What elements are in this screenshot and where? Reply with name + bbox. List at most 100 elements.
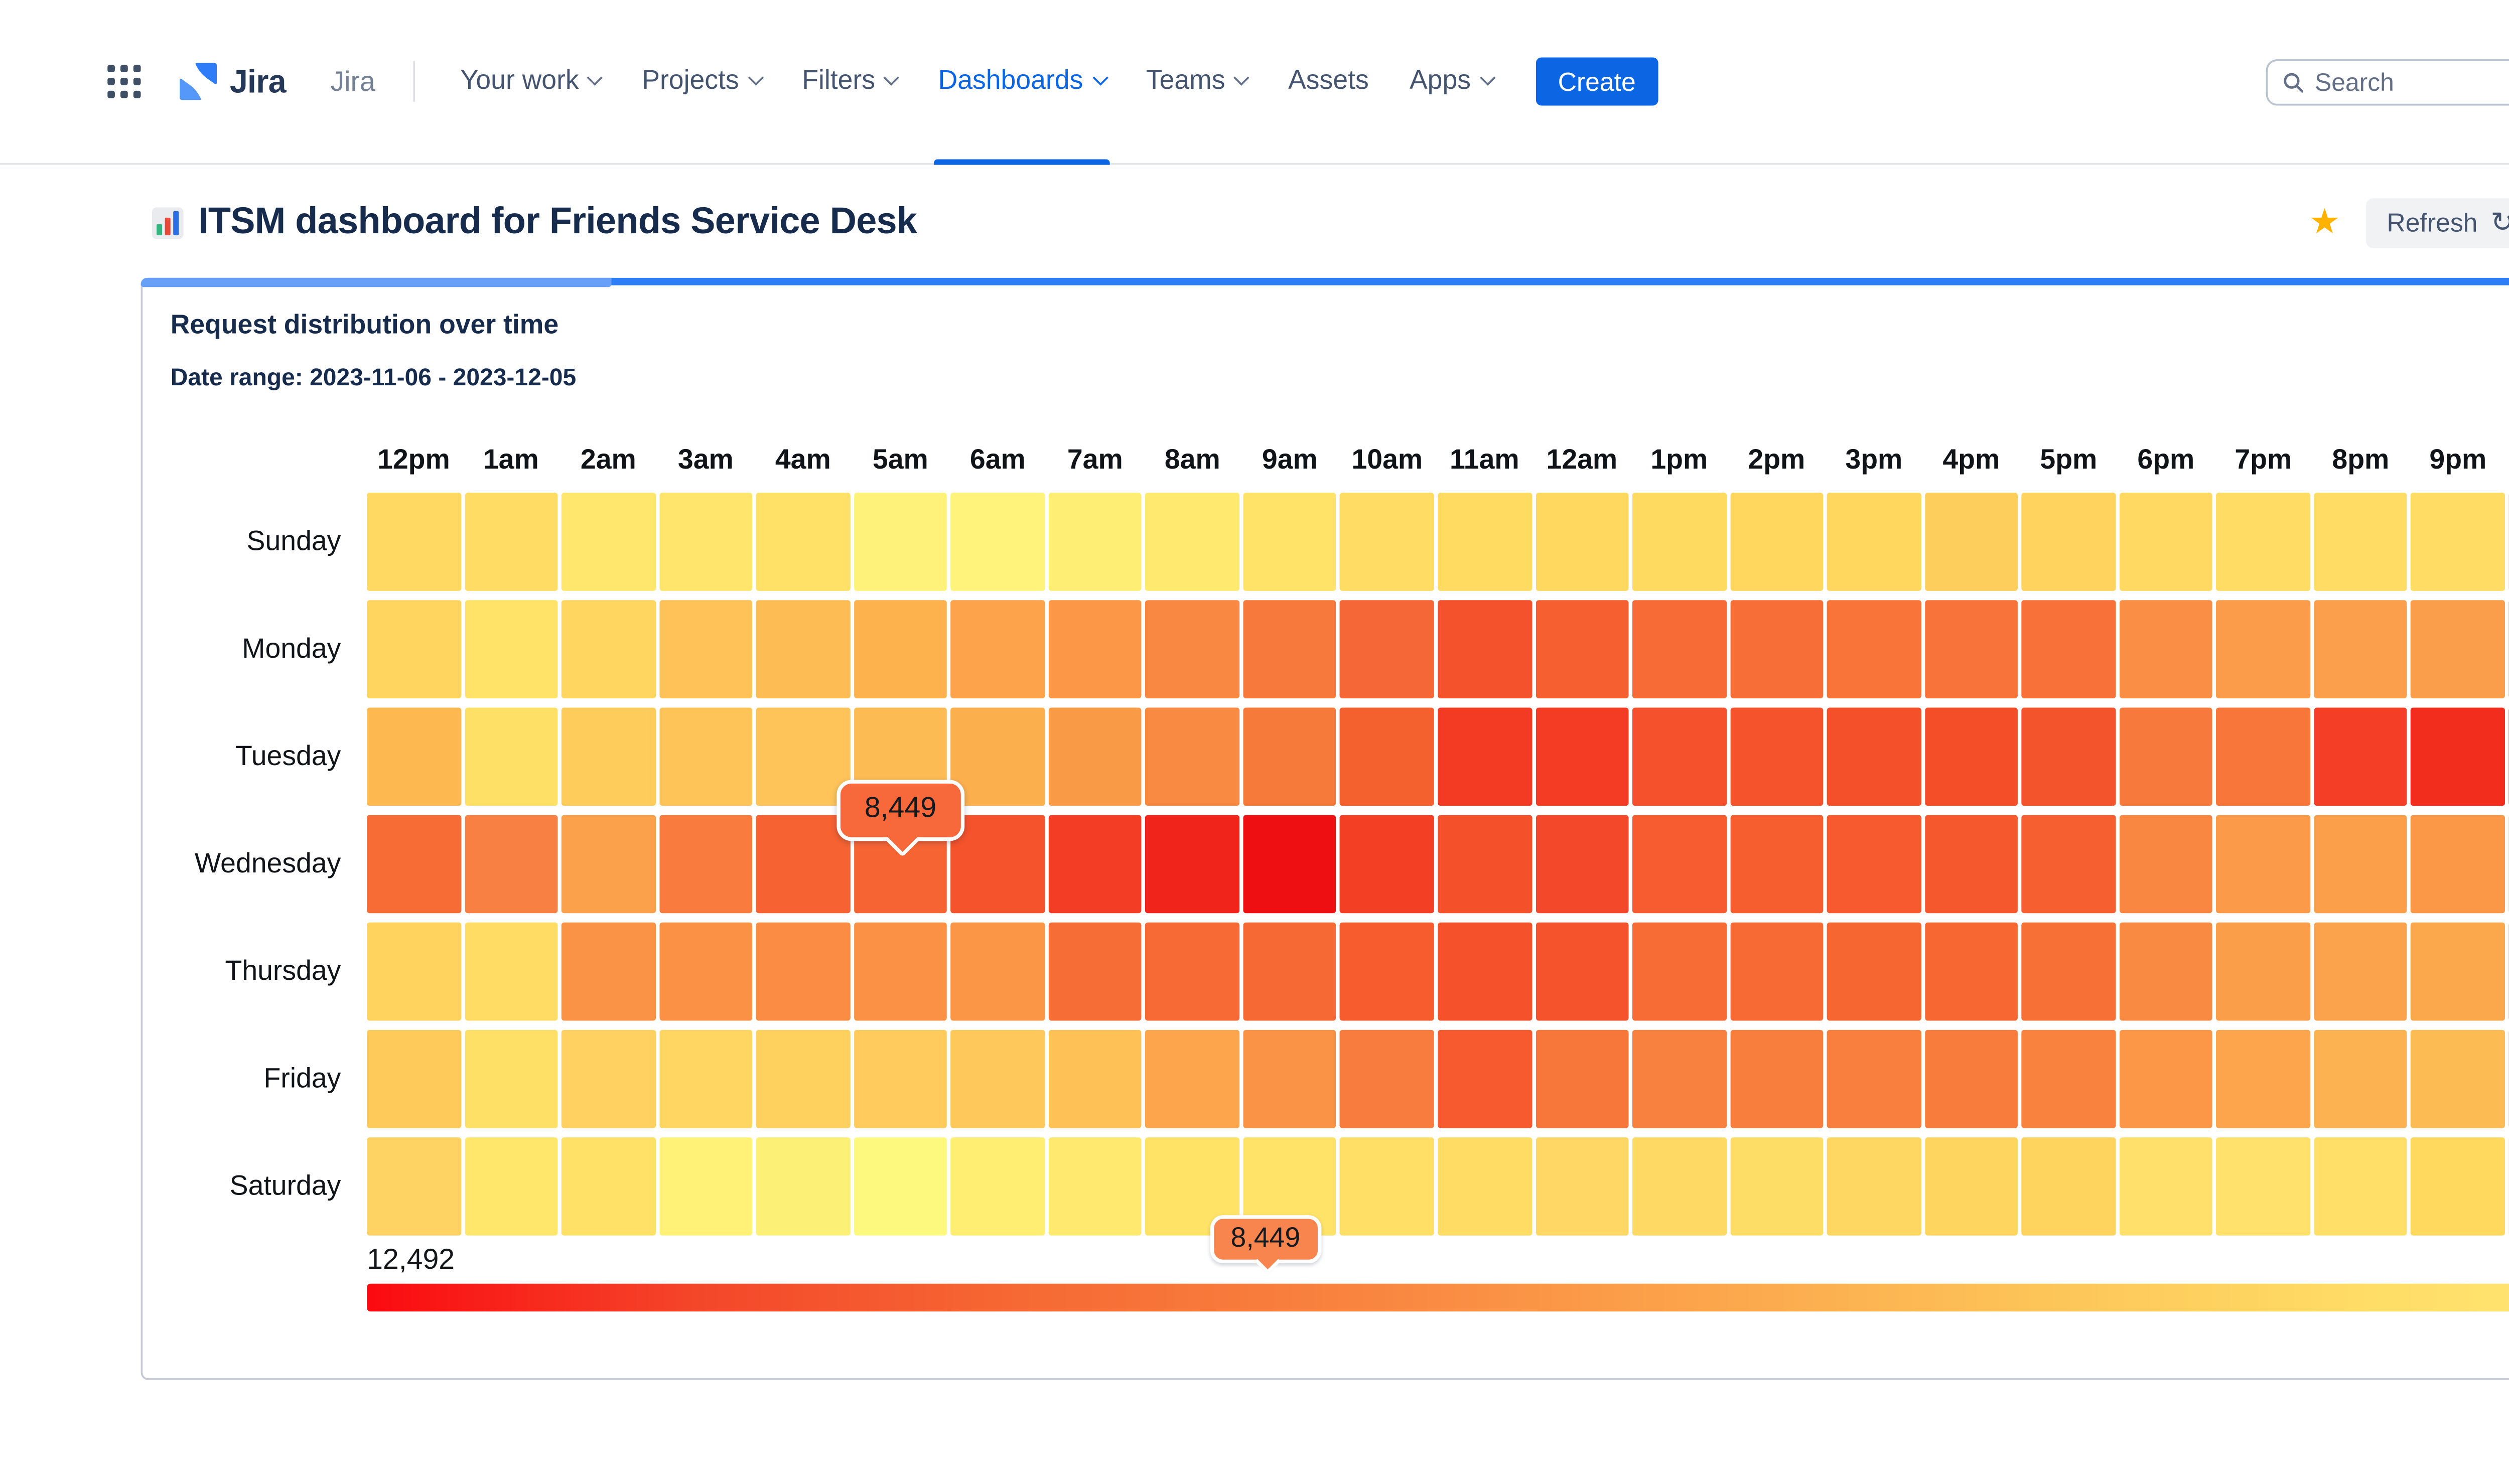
heatmap-cell[interactable] [562, 922, 655, 1021]
heatmap-cell[interactable] [367, 707, 461, 806]
heatmap-cell[interactable] [2314, 1029, 2408, 1128]
heatmap-cell[interactable] [1048, 492, 1142, 591]
heatmap-cell[interactable] [1827, 1029, 1921, 1128]
heatmap-cell[interactable] [1146, 814, 1239, 914]
heatmap-cell[interactable] [1438, 600, 1531, 698]
heatmap-cell[interactable] [2411, 1029, 2505, 1128]
heatmap-cell[interactable] [2411, 707, 2505, 806]
heatmap-cell[interactable] [1243, 492, 1337, 591]
heatmap-cell[interactable] [2022, 1029, 2116, 1128]
heatmap-cell[interactable] [756, 600, 850, 698]
heatmap-cell[interactable] [562, 814, 655, 914]
heatmap-cell[interactable] [951, 1136, 1045, 1236]
heatmap-cell[interactable] [1632, 1136, 1726, 1236]
heatmap-cell[interactable] [1535, 1029, 1629, 1128]
heatmap-cell[interactable] [2022, 1136, 2116, 1236]
nav-item-projects[interactable]: Projects [622, 0, 782, 164]
heatmap-cell[interactable] [1632, 600, 1726, 698]
heatmap-cell[interactable] [2216, 922, 2310, 1021]
heatmap-cell[interactable] [562, 492, 655, 591]
refresh-button[interactable]: Refresh ↻ [2366, 197, 2509, 247]
heatmap-cell[interactable] [1632, 922, 1726, 1021]
heatmap-cell[interactable] [1048, 600, 1142, 698]
legend-gradient-bar[interactable] [367, 1283, 2509, 1312]
heatmap-cell[interactable] [1340, 922, 1434, 1021]
heatmap-cell[interactable] [2119, 1029, 2213, 1128]
heatmap-cell[interactable] [2314, 922, 2408, 1021]
heatmap-cell[interactable] [951, 600, 1045, 698]
heatmap-cell[interactable] [1340, 1136, 1434, 1236]
heatmap-cell[interactable] [659, 707, 753, 806]
heatmap-cell[interactable] [1048, 814, 1142, 914]
heatmap-cell[interactable] [756, 922, 850, 1021]
heatmap-cell[interactable] [2314, 1136, 2408, 1236]
favorite-star-icon[interactable]: ★ [2309, 203, 2341, 242]
heatmap-cell[interactable] [1924, 1136, 2018, 1236]
nav-item-dashboards[interactable]: Dashboards [918, 0, 1126, 164]
heatmap-cell[interactable] [367, 600, 461, 698]
heatmap-cell[interactable] [854, 1136, 947, 1236]
heatmap-cell[interactable] [1924, 814, 2018, 914]
heatmap-cell[interactable] [854, 492, 947, 591]
heatmap-cell[interactable] [2119, 600, 2213, 698]
heatmap-cell[interactable] [951, 707, 1045, 806]
heatmap-cell[interactable] [1632, 1029, 1726, 1128]
heatmap-cell[interactable] [2216, 492, 2310, 591]
heatmap-cell[interactable] [1048, 1029, 1142, 1128]
heatmap-cell[interactable] [1730, 707, 1824, 806]
heatmap-cell[interactable] [464, 707, 558, 806]
heatmap-cell[interactable] [951, 922, 1045, 1021]
heatmap-cell[interactable] [756, 814, 850, 914]
heatmap-cell[interactable] [1243, 707, 1337, 806]
heatmap-cell[interactable] [1243, 814, 1337, 914]
heatmap-cell[interactable] [1048, 1136, 1142, 1236]
heatmap-cell[interactable] [1924, 707, 2018, 806]
heatmap-cell[interactable] [756, 492, 850, 591]
heatmap-cell[interactable] [1730, 1029, 1824, 1128]
heatmap-cell[interactable] [367, 1136, 461, 1236]
heatmap-cell[interactable] [1632, 814, 1726, 914]
heatmap-cell[interactable] [1243, 922, 1337, 1021]
nav-item-assets[interactable]: Assets [1268, 0, 1389, 164]
heatmap-cell[interactable] [756, 1136, 850, 1236]
heatmap-cell[interactable] [2119, 492, 2213, 591]
heatmap-cell[interactable] [756, 1029, 850, 1128]
heatmap-cell[interactable] [1827, 492, 1921, 591]
heatmap-cell[interactable] [1924, 492, 2018, 591]
nav-item-apps[interactable]: Apps [1389, 0, 1513, 164]
create-button[interactable]: Create [1536, 57, 1658, 106]
heatmap-cell[interactable] [1048, 922, 1142, 1021]
heatmap-cell[interactable] [951, 492, 1045, 591]
heatmap-cell[interactable] [1730, 492, 1824, 591]
heatmap-cell[interactable] [1438, 1136, 1531, 1236]
heatmap-cell[interactable] [1146, 600, 1239, 698]
heatmap-cell[interactable] [367, 922, 461, 1021]
heatmap-cell[interactable] [2216, 600, 2310, 698]
heatmap-cell[interactable] [2119, 922, 2213, 1021]
heatmap-cell[interactable] [562, 1136, 655, 1236]
heatmap-cell[interactable] [2314, 492, 2408, 591]
heatmap-cell[interactable] [1438, 1029, 1531, 1128]
heatmap-cell[interactable] [1924, 600, 2018, 698]
heatmap-cell[interactable] [1146, 922, 1239, 1021]
heatmap-cell[interactable] [1535, 922, 1629, 1021]
heatmap-cell[interactable] [2022, 922, 2116, 1021]
heatmap-cell[interactable] [464, 1136, 558, 1236]
heatmap-cell[interactable] [756, 707, 850, 806]
heatmap-cell[interactable] [2216, 707, 2310, 806]
heatmap-cell[interactable] [2314, 814, 2408, 914]
heatmap-cell[interactable] [1243, 1029, 1337, 1128]
heatmap-cell[interactable] [1340, 492, 1434, 591]
heatmap-cell[interactable] [464, 492, 558, 591]
jira-logo[interactable]: Jira [176, 59, 287, 104]
heatmap-cell[interactable] [2216, 814, 2310, 914]
heatmap-cell[interactable] [1535, 707, 1629, 806]
heatmap-cell[interactable] [1146, 492, 1239, 591]
heatmap-cell[interactable] [1730, 1136, 1824, 1236]
heatmap-cell[interactable] [1535, 492, 1629, 591]
heatmap-cell[interactable] [2022, 707, 2116, 806]
heatmap-cell[interactable] [2411, 814, 2505, 914]
heatmap-cell[interactable] [1535, 600, 1629, 698]
heatmap-cell[interactable] [1340, 814, 1434, 914]
heatmap-cell[interactable] [464, 600, 558, 698]
